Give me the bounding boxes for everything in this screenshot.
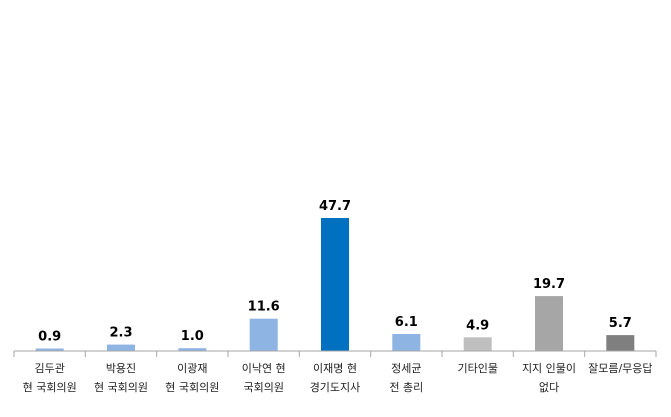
category-labels-layer: 김두관 현 국회의원 박용진 현 국회의원 이광재 현 국회의원 이낙연 현 국회의원 이재명 … [23, 362, 653, 394]
category-label: 이광재 현 국회의원 [165, 362, 219, 394]
data-label: 1.0 [181, 329, 204, 344]
bars-layer [35, 218, 635, 351]
data-labels-layer: 0.9 2.3 1.0 11.6 47.7 6.1 4.9 19.7 5.7 [38, 199, 632, 345]
bar [535, 296, 563, 351]
bar [249, 318, 278, 351]
data-label: 47.7 [319, 199, 351, 214]
category-label: 기타인물 [457, 362, 497, 375]
data-label: 6.1 [395, 315, 418, 330]
data-label: 0.9 [38, 330, 61, 345]
bar [107, 344, 135, 351]
data-label: 4.9 [466, 318, 489, 333]
category-label: 잘모름/무응답 [588, 362, 652, 375]
data-label: 5.7 [609, 316, 632, 331]
bar [392, 334, 421, 351]
data-label: 2.3 [109, 326, 132, 341]
category-label: 이재명 현 경기도지사 [310, 362, 361, 394]
category-label: 이낙연 현 국회의원 [242, 362, 286, 394]
data-label: 19.7 [533, 277, 565, 292]
bar [463, 337, 492, 351]
bar [35, 348, 64, 351]
bar [606, 335, 635, 351]
category-label: 김두관 현 국회의원 [23, 362, 77, 394]
category-label: 박용진 현 국회의원 [94, 362, 148, 394]
x-axis [13, 350, 657, 357]
category-label: 지지 인물이 없다 [522, 362, 576, 394]
category-label: 정세균 전 총리 [389, 362, 423, 394]
bar [321, 218, 349, 351]
data-label: 11.6 [248, 300, 280, 315]
bar [178, 348, 207, 351]
